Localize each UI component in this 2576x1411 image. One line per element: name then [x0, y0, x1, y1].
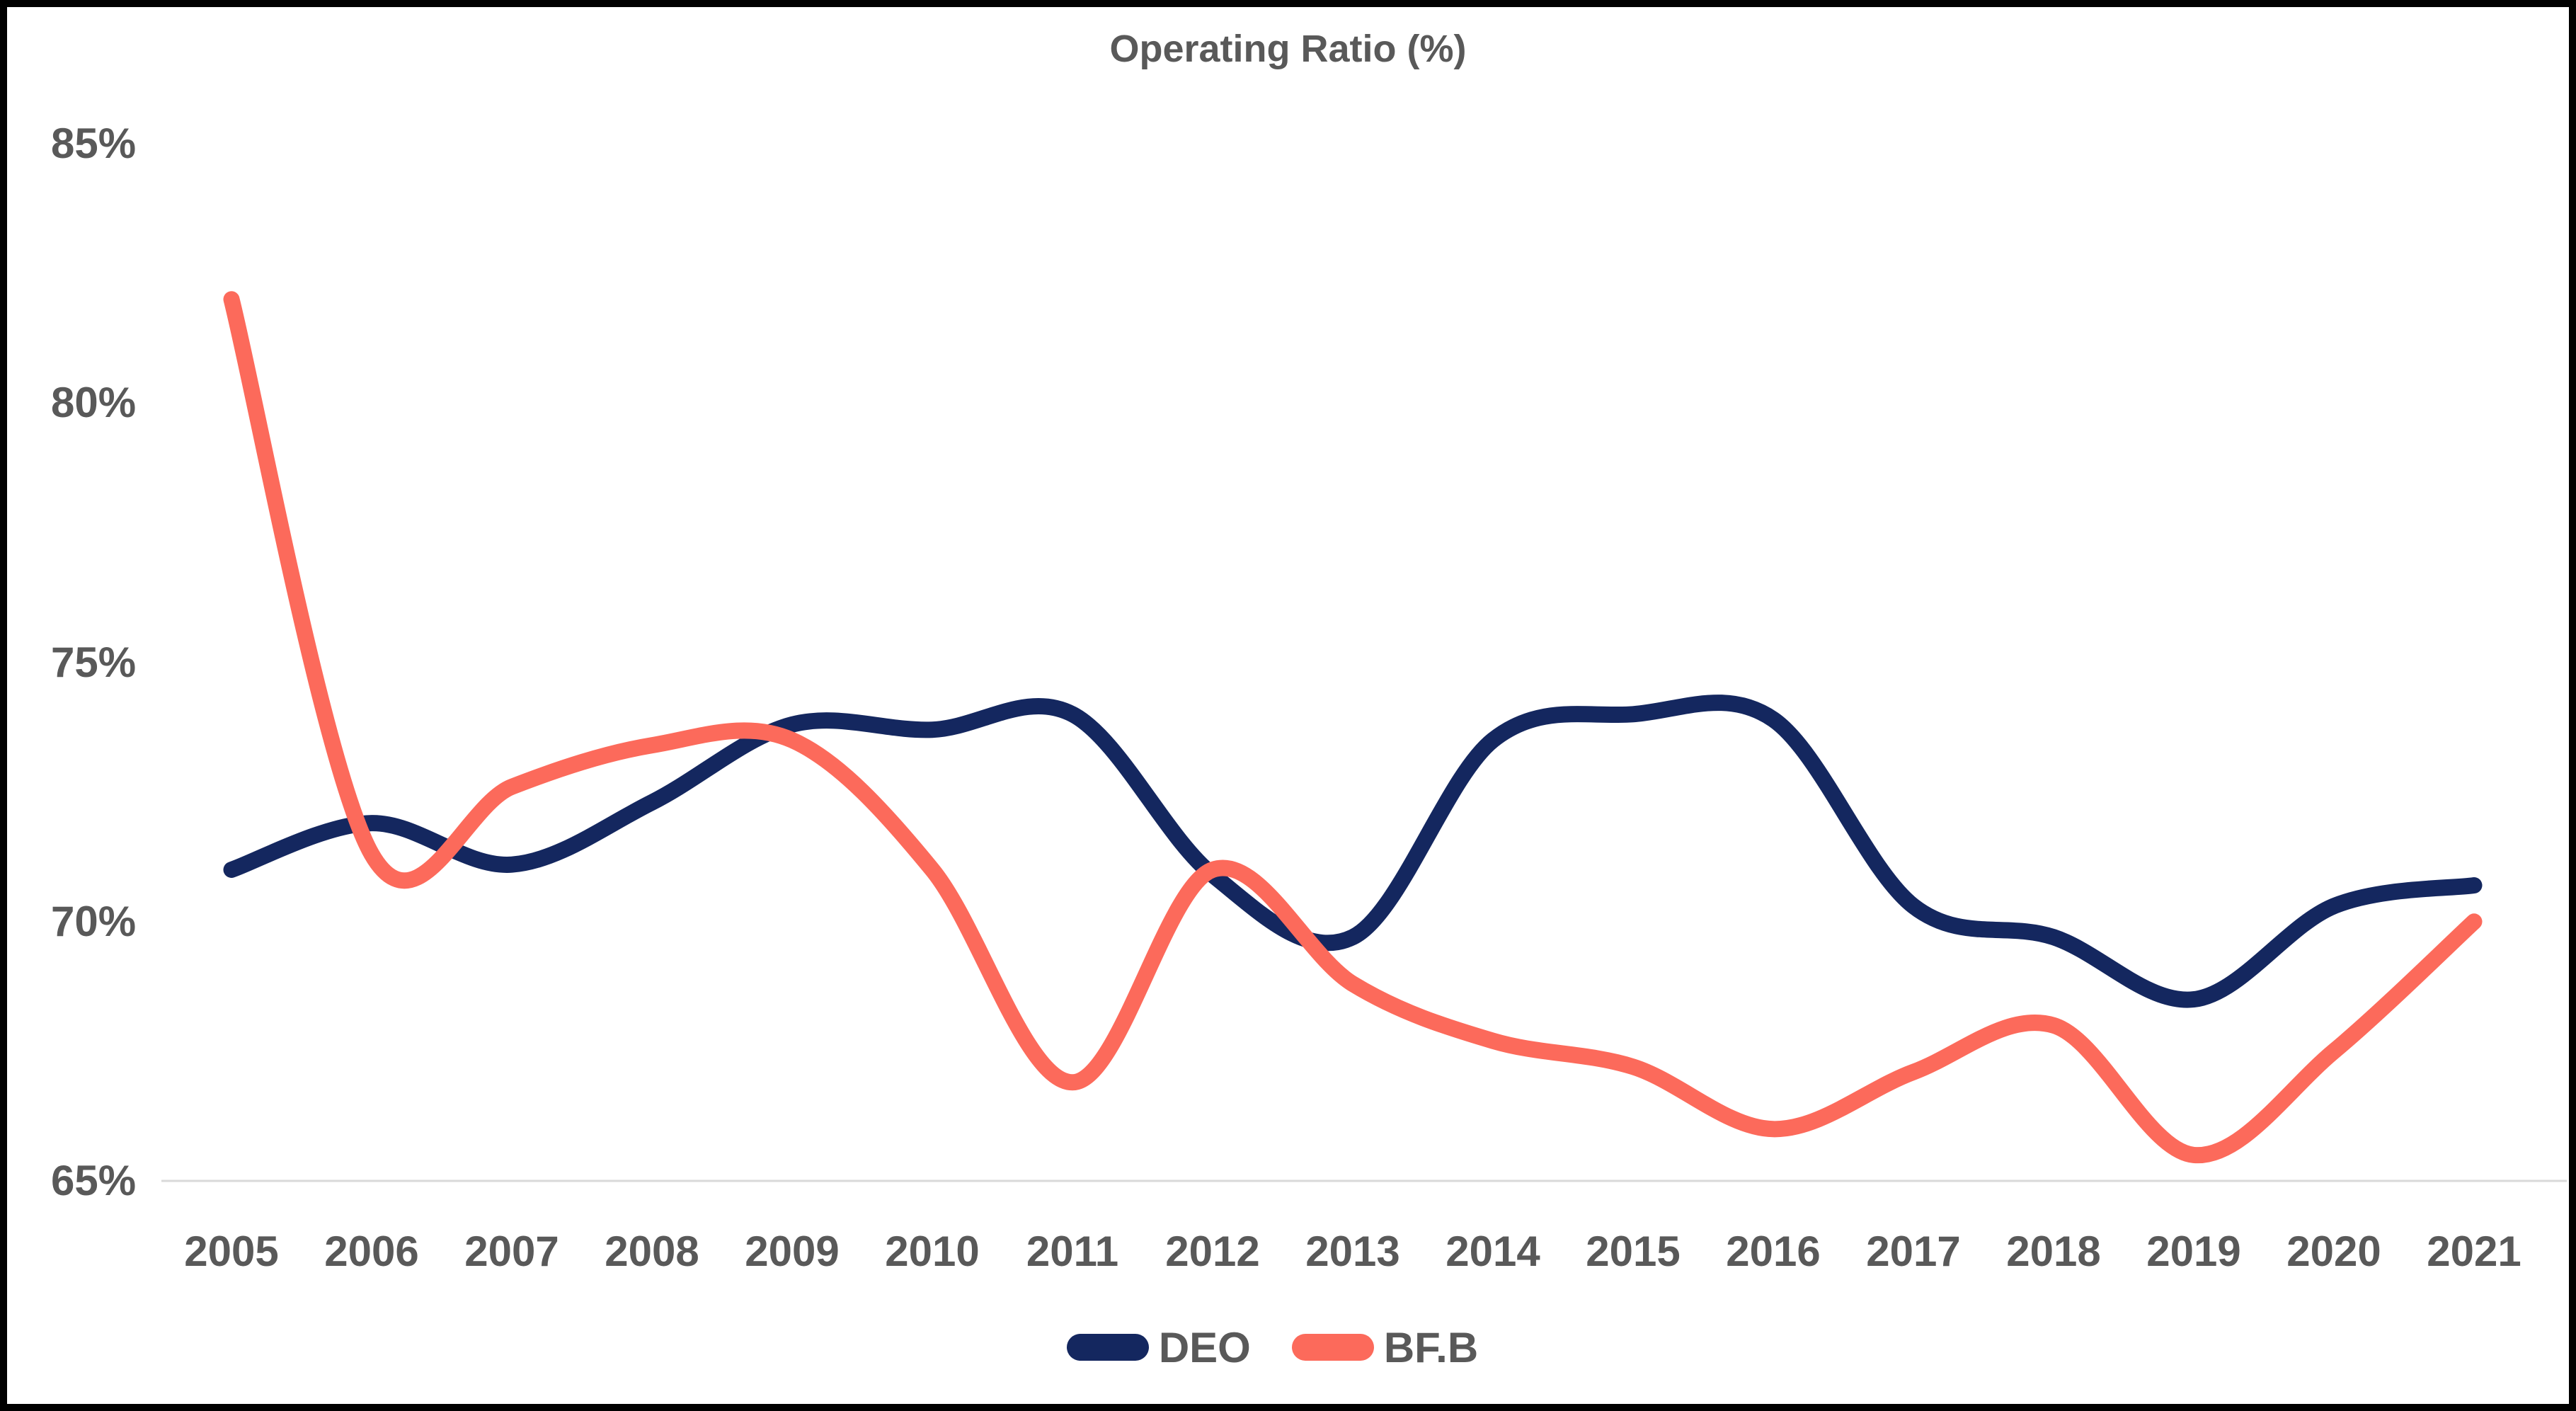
- x-tick-label: 2021: [2427, 1228, 2521, 1275]
- x-tick-label: 2017: [1866, 1228, 1961, 1275]
- x-tick-label: 2015: [1586, 1228, 1681, 1275]
- x-tick-label: 2019: [2146, 1228, 2241, 1275]
- x-tick-label: 2010: [885, 1228, 980, 1275]
- legend-label-deo: DEO: [1158, 1323, 1251, 1371]
- x-tick-label: 2005: [184, 1228, 279, 1275]
- x-tick-label: 2007: [464, 1228, 559, 1275]
- x-tick-label: 2018: [2006, 1228, 2101, 1275]
- y-tick-label: 65%: [51, 1157, 137, 1204]
- y-tick-label: 75%: [51, 638, 137, 686]
- chart-title: Operating Ratio (%): [1109, 28, 1467, 70]
- x-tick-label: 2020: [2286, 1228, 2381, 1275]
- x-tick-label: 2008: [605, 1228, 699, 1275]
- x-tick-label: 2016: [1726, 1228, 1821, 1275]
- y-tick-label: 70%: [51, 897, 137, 945]
- legend-label-bfb: BF.B: [1383, 1323, 1479, 1371]
- legend-swatch-bfb: [1291, 1334, 1374, 1361]
- x-tick-label: 2009: [745, 1228, 840, 1275]
- y-tick-label: 80%: [51, 379, 137, 427]
- y-tick-label: 85%: [51, 120, 137, 167]
- legend: DEO BF.B: [0, 1323, 2576, 1372]
- x-tick-label: 2013: [1305, 1228, 1400, 1275]
- x-tick-label: 2012: [1165, 1228, 1260, 1275]
- x-tick-label: 2011: [1026, 1228, 1119, 1275]
- bfb-line: [223, 291, 2483, 1163]
- legend-swatch-deo: [1066, 1334, 1149, 1361]
- x-tick-label: 2014: [1446, 1228, 1540, 1275]
- x-tick-label: 2006: [324, 1228, 419, 1275]
- deo-line: [223, 695, 2483, 1008]
